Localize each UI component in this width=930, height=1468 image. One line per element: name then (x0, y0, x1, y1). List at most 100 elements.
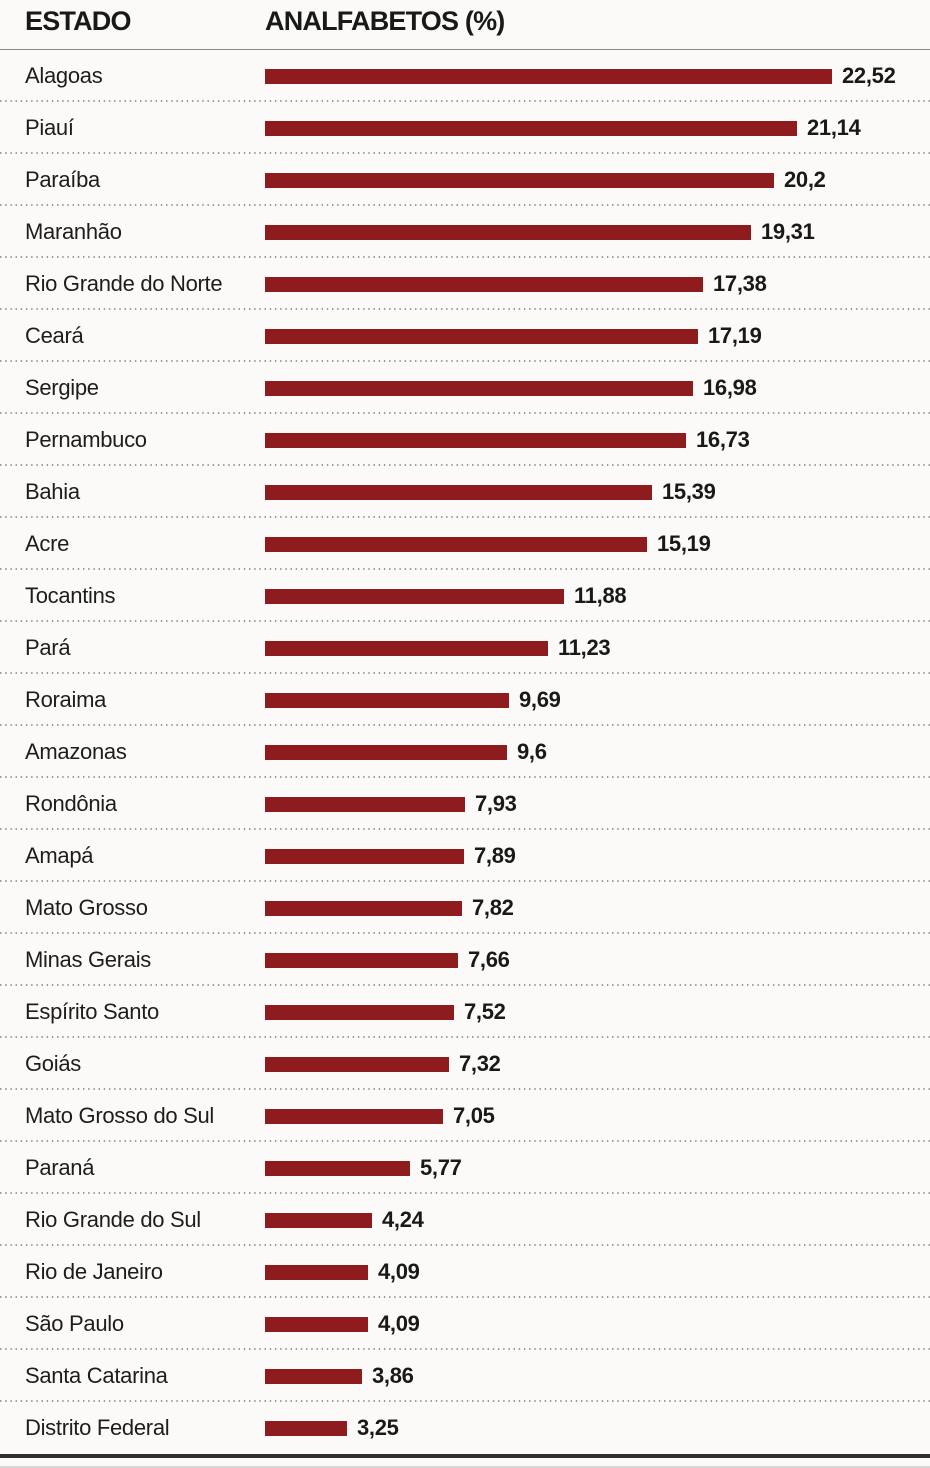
table-row: Espírito Santo 7,52 (0, 986, 930, 1038)
table-row: Mato Grosso do Sul 7,05 (0, 1090, 930, 1142)
value-label: 22,52 (842, 63, 896, 88)
bar (265, 640, 548, 656)
bar-track: 7,52 (265, 986, 930, 1038)
table-row: Pará 11,23 (0, 622, 930, 674)
value-label: 7,66 (468, 947, 510, 972)
table-row: Piauí 21,14 (0, 102, 930, 154)
bar (265, 328, 698, 344)
bar-track: 3,25 (265, 1402, 930, 1454)
row-separator (0, 308, 930, 310)
bar-track: 16,98 (265, 362, 930, 414)
value-label: 7,93 (475, 791, 517, 816)
value-label: 16,73 (696, 427, 750, 452)
bar (265, 120, 797, 136)
bar-track: 21,14 (265, 102, 930, 154)
table-row: Santa Catarina 3,86 (0, 1350, 930, 1402)
table-row: Roraima 9,69 (0, 674, 930, 726)
row-separator (0, 516, 930, 518)
state-label: Mato Grosso (25, 895, 148, 920)
row-separator (0, 412, 930, 414)
bar (265, 484, 652, 500)
bar (265, 1160, 410, 1176)
row-separator (0, 880, 930, 882)
row-separator (0, 100, 930, 102)
value-label: 15,39 (662, 479, 716, 504)
row-separator (0, 672, 930, 674)
chart-rows: Alagoas 22,52 Piauí 21,14 Paraíba 20,2 Maranhã… (0, 50, 930, 1454)
table-row: Ceará 17,19 (0, 310, 930, 362)
row-separator (0, 932, 930, 934)
value-label: 7,05 (453, 1103, 495, 1128)
row-separator (0, 1192, 930, 1194)
table-row: Bahia 15,39 (0, 466, 930, 518)
bar-track: 19,31 (265, 206, 930, 258)
bar-track: 20,2 (265, 154, 930, 206)
bar-track: 16,73 (265, 414, 930, 466)
bottom-edge-rule (0, 1466, 930, 1468)
bar-track: 7,82 (265, 882, 930, 934)
bar (265, 1004, 454, 1020)
state-label: Ceará (25, 323, 84, 348)
bar-track: 4,09 (265, 1298, 930, 1350)
table-row: Rio Grande do Sul 4,24 (0, 1194, 930, 1246)
table-row: Acre 15,19 (0, 518, 930, 570)
row-separator (0, 360, 930, 362)
bar-track: 22,52 (265, 50, 930, 102)
value-label: 9,69 (519, 687, 561, 712)
row-separator (0, 1400, 930, 1402)
bar (265, 68, 832, 84)
state-label: Alagoas (25, 63, 103, 88)
value-label: 5,77 (420, 1155, 462, 1180)
header-analfabetos-label: ANALFABETOS (%) (265, 6, 505, 36)
bar (265, 276, 703, 292)
chart-header: ESTADO ANALFABETOS (%) (0, 0, 930, 50)
row-separator (0, 1348, 930, 1350)
value-label: 7,82 (472, 895, 514, 920)
bar (265, 1316, 368, 1332)
table-row: Pernambuco 16,73 (0, 414, 930, 466)
bar-track: 7,93 (265, 778, 930, 830)
bar (265, 692, 509, 708)
bar (265, 536, 647, 552)
value-label: 3,25 (357, 1415, 399, 1440)
table-row: Rio de Janeiro 4,09 (0, 1246, 930, 1298)
state-label: Tocantins (25, 583, 116, 608)
bar-track: 11,88 (265, 570, 930, 622)
value-label: 7,89 (474, 843, 516, 868)
state-label: São Paulo (25, 1311, 124, 1336)
table-row: Maranhão 19,31 (0, 206, 930, 258)
bar-track: 4,09 (265, 1246, 930, 1298)
bar-track: 7,89 (265, 830, 930, 882)
bar-track: 9,6 (265, 726, 930, 778)
bar (265, 744, 507, 760)
bar-track: 3,86 (265, 1350, 930, 1402)
state-label: Paraná (25, 1155, 95, 1180)
state-label: Roraima (25, 687, 107, 712)
row-separator (0, 256, 930, 258)
value-label: 11,88 (574, 583, 627, 608)
state-label: Distrito Federal (25, 1415, 170, 1440)
value-label: 16,98 (703, 375, 757, 400)
value-label: 11,23 (558, 635, 611, 660)
bar-track: 17,38 (265, 258, 930, 310)
bar (265, 380, 693, 396)
table-row: Paraíba 20,2 (0, 154, 930, 206)
row-separator (0, 620, 930, 622)
bar (265, 432, 686, 448)
row-separator (0, 1140, 930, 1142)
state-label: Amapá (25, 843, 94, 868)
header-col-analfabetos: ANALFABETOS (%) (265, 6, 505, 37)
table-row: Goiás 7,32 (0, 1038, 930, 1090)
table-row: Minas Gerais 7,66 (0, 934, 930, 986)
bar-track: 9,69 (265, 674, 930, 726)
value-label: 19,31 (761, 219, 815, 244)
row-separator (0, 984, 930, 986)
bar (265, 588, 564, 604)
value-label: 7,52 (464, 999, 506, 1024)
bar-track: 7,32 (265, 1038, 930, 1090)
table-row: São Paulo 4,09 (0, 1298, 930, 1350)
bottom-rule (0, 1454, 930, 1458)
bar (265, 900, 462, 916)
state-label: Rio Grande do Sul (25, 1207, 201, 1232)
